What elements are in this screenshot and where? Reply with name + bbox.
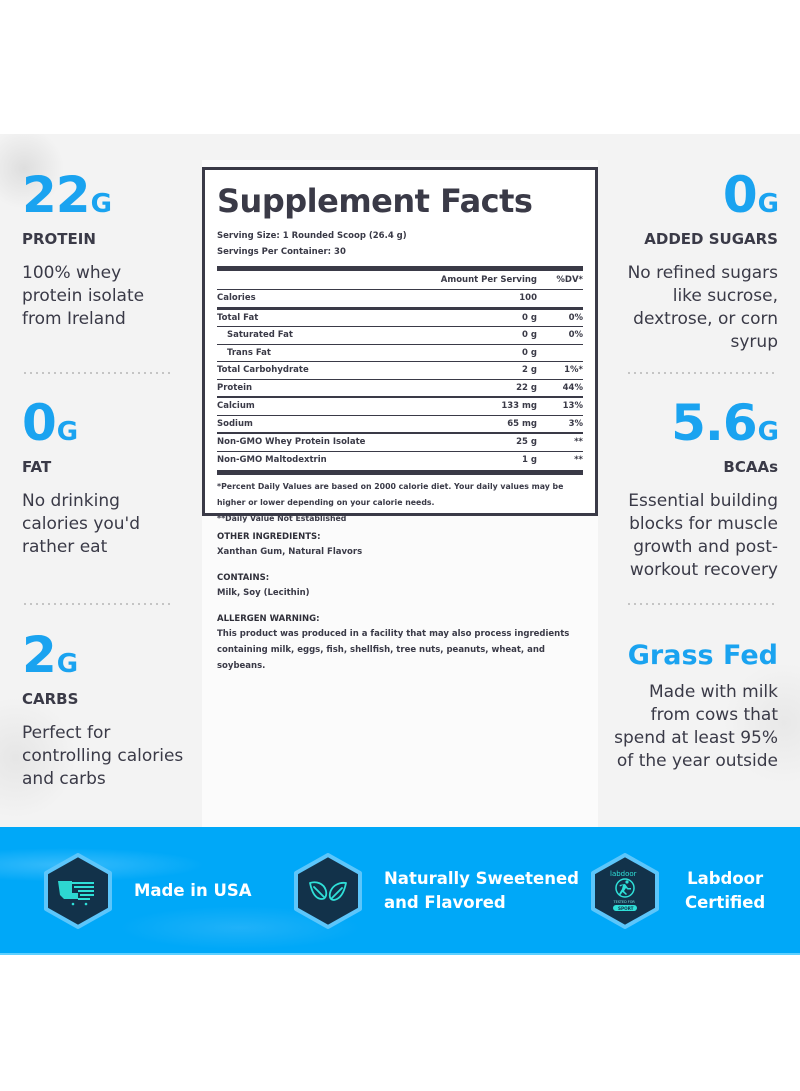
stat-fat: 0G FAT No drinking calories you'd rather… [22, 398, 202, 559]
rule [217, 306, 583, 310]
stat-carbs: 2G CARBS Perfect for controlling calorie… [22, 630, 202, 791]
feature-naturally-sweetened: Naturally Sweetened and Flavored [292, 827, 579, 955]
stat-protein: 22G PROTEIN 100% whey protein isolate fr… [22, 170, 202, 331]
feature-banner: Made in USA Naturally Sweetened and Flav… [0, 827, 800, 955]
feature-naturally-sweetened-text: Naturally Sweetened and Flavored [384, 869, 579, 912]
feature-labdoor-text: Labdoor Certified [685, 869, 766, 912]
facts-row-total-carbohydrate: Total Carbohydrate 2 g 1%* [217, 365, 583, 376]
dv-header: %DV* [556, 275, 583, 285]
rule [217, 266, 583, 271]
supplement-facts-box: Supplement Facts Serving Size: 1 Rounded… [202, 167, 598, 523]
stat-carbs-label: CARBS [22, 690, 79, 708]
stat-grass-fed-description: Made with milk from cows that spend at l… [614, 682, 778, 771]
feature-made-in-usa: Made in USA [42, 827, 252, 955]
labdoor-badge-icon: labdoor TESTED FOR SPORT [589, 853, 661, 929]
stat-fat-description: No drinking calories you'd rather eat [22, 491, 141, 557]
stat-fat-value: 0G [22, 394, 78, 452]
dotted-divider [626, 372, 778, 374]
stat-protein-description: 100% whey protein isolate from Ireland [22, 263, 145, 329]
svg-text:labdoor: labdoor [610, 870, 637, 878]
ingredients-section: OTHER INGREDIENTS: Xanthan Gum, Natural … [217, 530, 587, 685]
stat-protein-label: PROTEIN [22, 230, 96, 248]
stat-bcaas-label: BCAAs [723, 458, 778, 476]
stat-carbs-value: 2G [22, 626, 78, 684]
facts-row-saturated-fat: Saturated Fat 0 g 0% [227, 330, 583, 341]
facts-row-trans-fat: Trans Fat 0 g [227, 347, 537, 358]
stat-grass-fed: Grass Fed Made with milk from cows that … [588, 642, 778, 773]
stat-sugars-label: ADDED SUGARS [644, 230, 778, 248]
bottom-whitespace [0, 957, 800, 1091]
stat-fat-label: FAT [22, 458, 52, 476]
servings-per-container: Servings Per Container: 30 [217, 247, 346, 257]
dotted-divider [22, 372, 174, 374]
facts-row-calcium: Calcium 133 mg 13% [217, 401, 583, 412]
rule [217, 414, 583, 416]
rule [217, 361, 583, 362]
stat-bcaas: 5.6G BCAAs Essential building blocks for… [588, 394, 779, 582]
stat-grass-fed-headline: Grass Fed [627, 640, 778, 671]
other-ingredients: OTHER INGREDIENTS: Xanthan Gum, Natural … [217, 532, 363, 557]
svg-text:SPORT: SPORT [618, 906, 634, 911]
facts-row-whey-isolate: Non-GMO Whey Protein Isolate 25 g ** [217, 437, 583, 448]
rule [217, 396, 583, 398]
facts-row-maltodextrin: Non-GMO Maltodextrin 1 g ** [217, 454, 583, 465]
usa-map-icon [42, 853, 114, 929]
stat-bcaas-description: Essential building blocks for muscle gro… [628, 491, 778, 580]
rule [217, 432, 583, 434]
facts-header-row: Amount Per Serving %DV* [217, 271, 583, 289]
rule [217, 289, 583, 290]
stat-carbs-description: Perfect for controlling calories and car… [22, 723, 184, 789]
facts-row-total-fat: Total Fat 0 g 0% [217, 312, 583, 323]
dotted-divider [22, 603, 174, 605]
leaves-icon [292, 853, 364, 929]
stat-sugars-description: No refined sugars like sucrose, dextrose… [627, 263, 778, 352]
dv-not-established-footnote: **Daily Value Not Established [217, 514, 347, 523]
serving-size: Serving Size: 1 Rounded Scoop (26.4 g) [217, 231, 407, 241]
stat-added-sugars: 0G ADDED SUGARS No refined sugars like s… [588, 166, 779, 354]
allergen-warning: ALLERGEN WARNING: This product was produ… [217, 614, 570, 671]
svg-text:TESTED FOR: TESTED FOR [613, 900, 636, 904]
rule [217, 326, 583, 327]
amount-per-serving-header: Amount Per Serving [440, 275, 537, 285]
rule [217, 450, 583, 452]
stat-sugars-value: 0G [722, 166, 779, 224]
rule [217, 378, 583, 380]
stat-bcaas-value: 5.6G [671, 394, 779, 452]
dv-footnote: *Percent Daily Values are based on 2000 … [217, 482, 564, 507]
feature-made-in-usa-text: Made in USA [134, 881, 252, 900]
rule [217, 470, 583, 475]
rule [217, 343, 583, 345]
facts-row-sodium: Sodium 65 mg 3% [217, 418, 583, 429]
supplement-facts-title: Supplement Facts [217, 182, 533, 220]
dotted-divider [626, 603, 778, 605]
contains: CONTAINS: Milk, Soy (Lecithin) [217, 573, 310, 598]
facts-row-calories: Calories 100 [217, 293, 537, 304]
feature-labdoor-certified: labdoor TESTED FOR SPORT Labdoor Certifi… [589, 827, 765, 955]
stat-protein-value: 22G [22, 166, 112, 224]
top-whitespace [0, 0, 800, 134]
facts-row-protein: Protein 22 g 44% [217, 382, 583, 393]
